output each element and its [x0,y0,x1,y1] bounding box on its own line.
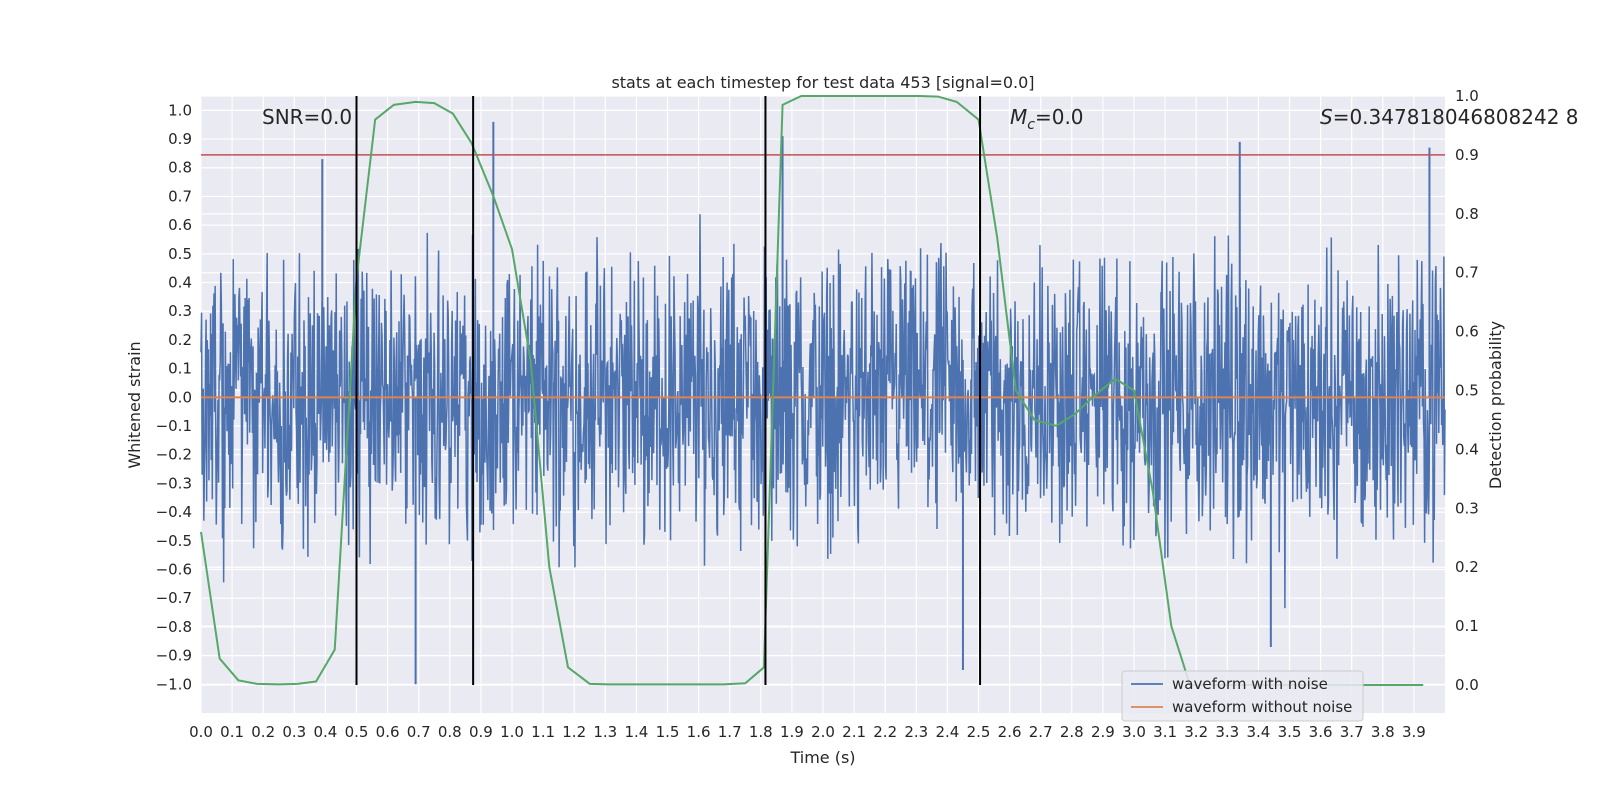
noise-trace [200,214,1446,609]
x-tick-label: 0.9 [469,723,493,741]
left-axis-ticks: −1.0 −0.9 −0.8 −0.7 −0.6 −0.5 −0.4 −0.3 −0.2 −0.1… [156,101,192,693]
y2-tick-label: 0.9 [1455,146,1479,164]
mc-annotation: Mc=0.0 [1010,105,1084,133]
x-tick-label: 3.7 [1340,723,1364,741]
x-tick-label: 0.8 [438,723,462,741]
x-tick-label: 3.4 [1246,723,1270,741]
y-tick-label: 0.8 [168,159,192,177]
x-tick-label: 3.9 [1402,723,1426,741]
y-tick-label: −0.8 [156,618,192,636]
y-tick-label: 0.7 [168,187,192,205]
y2-tick-label: 0.2 [1455,558,1479,576]
s-symbol: S [1320,105,1333,129]
vertical-markers [355,96,982,686]
x-tick-label: 2.0 [811,723,835,741]
x-tick-label: 2.8 [1060,723,1084,741]
y-tick-label: −0.2 [156,446,192,464]
x-tick-label: 2.4 [935,723,959,741]
x-tick-label: 3.6 [1309,723,1333,741]
y-tick-label: 1.0 [168,101,192,119]
x-tick-label: 2.9 [1091,723,1115,741]
legend-label-noise: waveform with noise [1172,675,1328,693]
y2-tick-label: 0.6 [1455,323,1479,341]
mc-symbol: M [1010,105,1027,129]
x-tick-label: 0.6 [376,723,400,741]
y-axis-label: Whitened strain [125,341,144,468]
x-tick-label: 1.0 [500,723,524,741]
x-tick-label: 1.3 [593,723,617,741]
x-tick-label: 2.1 [842,723,866,741]
x-tick-label: 0.7 [407,723,431,741]
snr-annotation: SNR=0.0 [262,105,352,129]
x-tick-label: 3.5 [1278,723,1302,741]
y2-axis-label: Detection probability [1486,321,1505,489]
x-tick-label: 3.8 [1371,723,1395,741]
y2-tick-label: 0.8 [1455,205,1479,223]
x-tick-label: 0.1 [220,723,244,741]
y-tick-label: −1.0 [156,675,192,693]
legend-box [1121,670,1364,722]
chart-title: stats at each timestep for test data 453… [611,73,1034,92]
x-tick-label: 3.3 [1215,723,1239,741]
y-tick-label: 0.6 [168,216,192,234]
x-axis-ticks: 0.0 0.1 0.2 0.3 0.4 0.5 0.6 0.7 0.8 0.9 1.0 1.1 1.2 1… [189,723,1426,741]
x-tick-label: 0.2 [251,723,275,741]
y2-tick-label: 1.0 [1455,87,1479,105]
y-tick-label: 0.9 [168,130,192,148]
y-tick-label: −0.1 [156,417,192,435]
y-tick-label: −0.3 [156,474,192,492]
y-tick-label: 0.5 [168,245,192,263]
y-tick-label: 0.3 [168,302,192,320]
x-tick-label: 0.4 [313,723,337,741]
x-tick-label: 0.5 [345,723,369,741]
y2-tick-label: 0.1 [1455,617,1479,635]
x-tick-label: 2.5 [967,723,991,741]
y-tick-label: 0.4 [168,274,192,292]
x-tick-label: 1.8 [749,723,773,741]
x-tick-label: 3.0 [1122,723,1146,741]
legend-label-clean: waveform without noise [1172,698,1352,716]
right-axis-ticks: 0.0 0.1 0.2 0.3 0.4 0.5 0.6 0.7 0.8 0.9 1.0 [1455,87,1479,694]
y2-tick-label: 0.3 [1455,499,1479,517]
x-tick-label: 1.5 [656,723,680,741]
y-tick-label: 0.2 [168,331,192,349]
x-tick-label: 1.6 [687,723,711,741]
y-tick-label: 0.0 [168,388,192,406]
y2-tick-label: 0.7 [1455,264,1479,282]
y-tick-label: −0.5 [156,532,192,550]
x-tick-label: 1.7 [718,723,742,741]
s-value: =0.347818046808242 8 [1333,105,1579,129]
y-tick-label: −0.6 [156,561,192,579]
x-tick-label: 2.2 [873,723,897,741]
x-tick-label: 0.0 [189,723,213,741]
x-tick-label: 2.6 [998,723,1022,741]
x-tick-label: 0.3 [282,723,306,741]
mc-value: =0.0 [1035,105,1084,129]
x-tick-label: 1.4 [624,723,648,741]
legend: waveform with noise waveform without noi… [1121,670,1364,722]
s-annotation: S=0.347818046808242 8 [1320,105,1579,129]
y-tick-label: −0.9 [156,647,192,665]
y2-tick-label: 0.5 [1455,382,1479,400]
x-tick-label: 3.1 [1153,723,1177,741]
x-tick-label: 1.1 [531,723,555,741]
x-tick-label: 1.9 [780,723,804,741]
series-waveform-with-noise [200,121,1446,685]
y-tick-label: −0.7 [156,589,192,607]
mc-subscript: c [1027,117,1035,133]
x-tick-label: 2.7 [1029,723,1053,741]
y2-tick-label: 0.4 [1455,440,1479,458]
y-tick-label: −0.4 [156,503,192,521]
x-tick-label: 3.2 [1184,723,1208,741]
y-tick-label: 0.1 [168,360,192,378]
x-tick-label: 2.3 [904,723,928,741]
x-axis-label: Time (s) [789,748,855,767]
x-tick-label: 1.2 [562,723,586,741]
y2-tick-label: 0.0 [1455,676,1479,694]
